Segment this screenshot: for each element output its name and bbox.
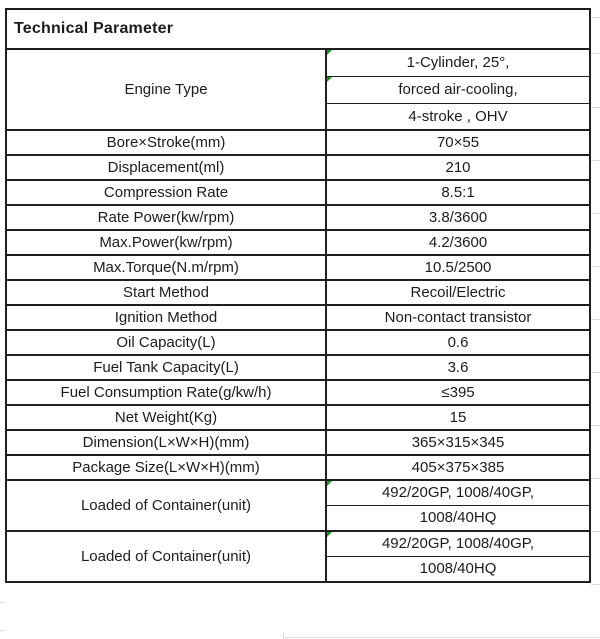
param-value: Recoil/Electric (324, 279, 592, 306)
table-row: Loaded of Container(unit) 492/20GP, 1008/… (5, 530, 592, 583)
gridline-fragment (591, 17, 600, 18)
param-value: 1008/40HQ (324, 556, 592, 583)
gridline-fragment (591, 425, 600, 426)
table-row: Rate Power(kw/rpm) 3.8/3600 (5, 204, 592, 231)
param-value: 10.5/2500 (324, 254, 592, 281)
param-value: 492/20GP, 1008/40GP, (324, 479, 592, 506)
param-label: Displacement(ml) (5, 154, 327, 181)
green-corner-triangle-icon (327, 50, 332, 55)
param-value: 365×315×345 (324, 429, 592, 456)
table-row: Displacement(ml) 210 (5, 154, 592, 181)
param-value: 8.5:1 (324, 179, 592, 206)
gridline-fragment (591, 107, 600, 108)
param-label: Loaded of Container(unit) (5, 479, 327, 532)
gridline-fragment (0, 602, 5, 603)
param-label: Max.Power(kw/rpm) (5, 229, 327, 256)
gridline-fragment (591, 478, 600, 479)
param-value: ≤395 (324, 379, 592, 406)
param-value: Non-contact transistor (324, 304, 592, 331)
table-row: Engine Type 1-Cylinder, 25°, (5, 48, 592, 131)
gridline-fragment (0, 630, 5, 631)
param-value: 0.6 (324, 329, 592, 356)
param-label: Package Size(L×W×H)(mm) (5, 454, 327, 481)
param-value: 70×55 (324, 129, 592, 156)
param-label: Fuel Tank Capacity(L) (5, 354, 327, 381)
param-label: Bore×Stroke(mm) (5, 129, 327, 156)
param-value: 4.2/3600 (324, 229, 592, 256)
gridline-fragment (591, 584, 600, 585)
param-value: forced air-cooling, (324, 75, 592, 104)
green-corner-triangle-icon (327, 481, 332, 486)
table-row: Max.Torque(N.m/rpm) 10.5/2500 (5, 254, 592, 281)
gridline-fragment (283, 632, 284, 639)
table-title: Technical Parameter (4, 8, 592, 50)
green-corner-triangle-icon (327, 76, 332, 82)
table-row: Dimension(L×W×H)(mm) 365×315×345 (5, 429, 592, 456)
param-value: 210 (324, 154, 592, 181)
table-row: Loaded of Container(unit) 492/20GP, 1008/… (5, 479, 592, 532)
green-corner-triangle-icon (327, 532, 332, 537)
table-row: Max.Power(kw/rpm) 4.2/3600 (5, 229, 592, 256)
param-label: Loaded of Container(unit) (5, 530, 327, 583)
param-label: Max.Torque(N.m/rpm) (5, 254, 327, 281)
gridline-fragment (591, 160, 600, 161)
table-row: forced air-cooling, (6, 75, 592, 104)
param-value: 4-stroke , OHV (324, 102, 592, 131)
gridline-fragment (591, 213, 600, 214)
param-value: 15 (324, 404, 592, 431)
param-value: 3.8/3600 (324, 204, 592, 231)
table-row: Bore×Stroke(mm) 70×55 (5, 129, 592, 156)
param-value: 492/20GP, 1008/40GP, (324, 530, 592, 557)
param-value: 1008/40HQ (324, 505, 592, 532)
param-value: 1-Cylinder, 25°, (324, 48, 592, 77)
table-row: 1008/40HQ (6, 556, 592, 583)
table-row: Net Weight(Kg) 15 (5, 404, 592, 431)
table-row: 4-stroke , OHV (6, 102, 592, 131)
table-row: Fuel Consumption Rate(g/kw/h) ≤395 (5, 379, 592, 406)
gridline-fragment (283, 637, 600, 638)
gridline-fragment (591, 319, 600, 320)
gridline-fragment (591, 53, 600, 54)
table-row: Start Method Recoil/Electric (5, 279, 592, 306)
param-label: Oil Capacity(L) (5, 329, 327, 356)
gridline-fragment (591, 372, 600, 373)
param-label: Engine Type (5, 48, 327, 131)
table-row: Oil Capacity(L) 0.6 (5, 329, 592, 356)
table-body: Engine Type 1-Cylinder, 25°, forced air-co… (5, 48, 592, 583)
technical-parameter-table: Technical Parameter Engine Type 1-Cylinde… (4, 8, 592, 583)
param-label: Net Weight(Kg) (5, 404, 327, 431)
gridline-fragment (591, 531, 600, 532)
table-title-row: Technical Parameter (4, 8, 592, 50)
param-label: Compression Rate (5, 179, 327, 206)
table-row: Ignition Method Non-contact transistor (5, 304, 592, 331)
param-label: Ignition Method (5, 304, 327, 331)
param-label: Rate Power(kw/rpm) (5, 204, 327, 231)
table-row: Compression Rate 8.5:1 (5, 179, 592, 206)
table-row: 1008/40HQ (6, 505, 592, 532)
param-label: Dimension(L×W×H)(mm) (5, 429, 327, 456)
param-label: Start Method (5, 279, 327, 306)
gridline-fragment (591, 266, 600, 267)
table-row: Package Size(L×W×H)(mm) 405×375×385 (5, 454, 592, 481)
param-value: 3.6 (324, 354, 592, 381)
table-row: Fuel Tank Capacity(L) 3.6 (5, 354, 592, 381)
param-value: 405×375×385 (324, 454, 592, 481)
param-label: Fuel Consumption Rate(g/kw/h) (5, 379, 327, 406)
